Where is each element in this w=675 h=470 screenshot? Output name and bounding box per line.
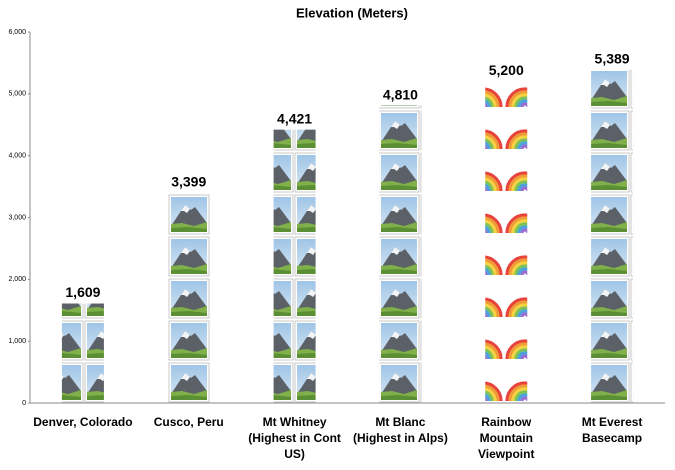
x-tick-label-line: Mt Whitney <box>263 415 327 429</box>
x-tick-label: Mt Whitney (Highest in Cont US) <box>248 415 341 461</box>
y-tick-label: 3,000 <box>8 214 26 221</box>
bar <box>61 303 104 403</box>
bar <box>379 105 422 403</box>
y-tick-label: 6,000 <box>8 29 26 36</box>
x-tick-label: Mt Blanc (Highest in Alps) <box>353 415 448 445</box>
x-tick-label: Rainbow Mountain Viewpoint <box>478 415 534 461</box>
bar <box>273 129 316 403</box>
y-tick-label: 0 <box>22 400 26 407</box>
x-tick-label-line: Mt Everest <box>582 415 643 429</box>
x-tick-label-line: Viewpoint <box>478 447 534 461</box>
x-tick-label: Mt Everest Basecamp <box>582 415 643 445</box>
value-label: 3,399 <box>171 174 206 190</box>
x-tick-label-line: Rainbow <box>481 415 532 429</box>
bar <box>591 69 634 404</box>
y-tick-label: 4,000 <box>8 153 26 160</box>
y-tick-label: 5,000 <box>8 91 26 98</box>
chart-title: Elevation (Meters) <box>296 5 408 20</box>
value-label: 1,609 <box>65 284 100 300</box>
x-tick-label-line: Denver, Colorado <box>33 415 132 429</box>
x-tick-label-line: Cusco, Peru <box>154 415 224 429</box>
value-label: 5,389 <box>595 50 630 66</box>
x-tick-label-line: Mountain <box>480 431 533 445</box>
x-tick-label: Denver, Colorado <box>33 415 132 429</box>
x-tick-label-line: (Highest in Alps) <box>353 431 448 445</box>
x-tick-label-line: Basecamp <box>582 431 642 445</box>
x-tick-label-line: Mt Blanc <box>375 415 425 429</box>
x-tick-label-line: (Highest in Cont <box>248 431 341 445</box>
y-tick-label: 1,000 <box>8 338 26 345</box>
x-tick-label: Cusco, Peru <box>154 415 224 429</box>
value-label: 4,810 <box>383 86 418 102</box>
bar <box>485 81 528 403</box>
x-tick-label-line: US) <box>284 447 305 461</box>
bar <box>167 192 210 403</box>
y-tick-label: 2,000 <box>8 276 26 283</box>
value-label: 5,200 <box>489 62 524 78</box>
value-label: 4,421 <box>277 110 312 126</box>
